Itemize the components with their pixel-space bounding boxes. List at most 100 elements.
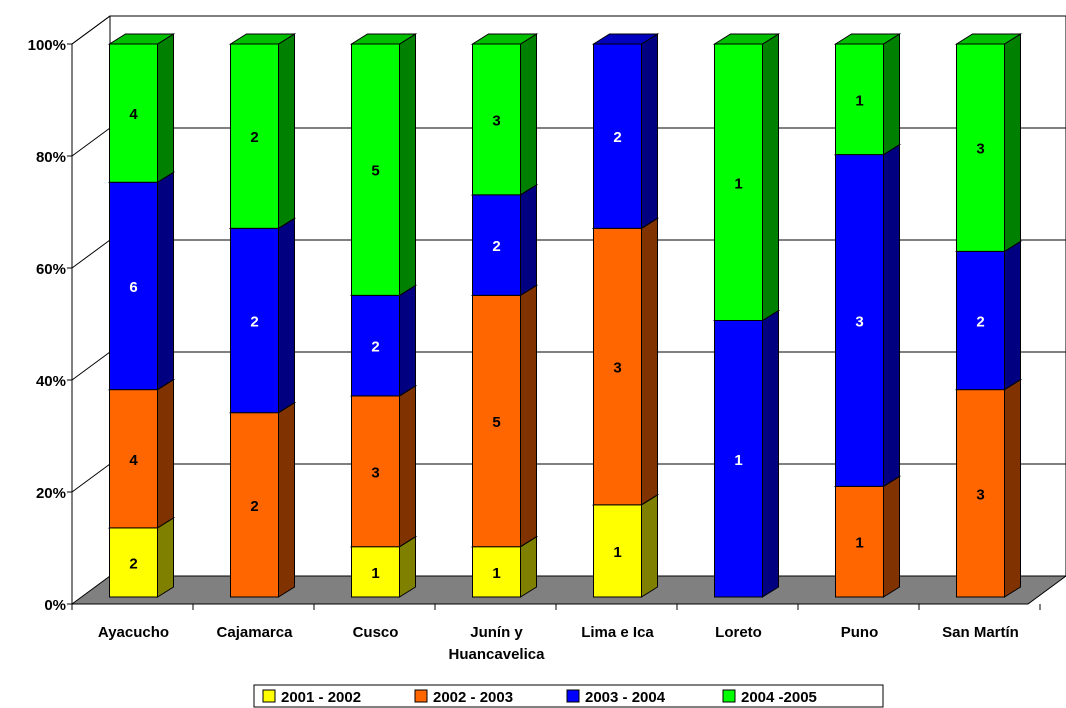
bar-side xyxy=(278,401,295,598)
data-label: 2 xyxy=(250,129,258,146)
bar-front xyxy=(109,181,158,391)
bar-side xyxy=(641,217,658,506)
data-label: 6 xyxy=(129,279,137,296)
bar-segment: 3 xyxy=(833,143,902,488)
bar-side xyxy=(157,171,174,391)
legend-swatch xyxy=(566,689,580,703)
bar-segment: 2 xyxy=(228,33,297,230)
bar-side xyxy=(762,309,779,598)
bar-segment: 1 xyxy=(591,493,660,598)
bar-segment: 3 xyxy=(470,33,539,196)
legend-swatch xyxy=(722,689,736,703)
data-label: 3 xyxy=(492,112,500,129)
bar-front xyxy=(351,43,400,296)
bar-side xyxy=(762,33,779,322)
bar-side xyxy=(883,475,900,598)
data-label: 1 xyxy=(734,452,742,469)
x-tick-label: Ayacucho xyxy=(98,624,169,641)
bar-side xyxy=(399,284,416,397)
bar-segment: 2 xyxy=(107,516,176,598)
data-label: 1 xyxy=(734,175,742,192)
bar-segment: 1 xyxy=(712,33,781,322)
bar-front xyxy=(109,389,158,529)
bar-front xyxy=(109,43,158,183)
data-label: 2 xyxy=(492,238,500,255)
data-label: 1 xyxy=(613,544,621,561)
data-label: 1 xyxy=(855,92,863,109)
bar-front xyxy=(956,389,1005,598)
bar-side xyxy=(641,493,658,598)
bar-segment: 6 xyxy=(107,171,176,391)
bar-segment: 2 xyxy=(228,217,297,414)
data-label: 3 xyxy=(613,360,621,377)
bar-front xyxy=(714,320,763,598)
data-label: 2 xyxy=(371,339,379,356)
bar-side xyxy=(520,33,537,196)
bar-segment: 3 xyxy=(954,33,1023,253)
bar-front xyxy=(351,395,400,548)
bar-side xyxy=(883,33,900,156)
bar-segment: 3 xyxy=(591,217,660,506)
legend-label: 2002 - 2003 xyxy=(433,689,513,706)
bar-side xyxy=(157,516,174,598)
x-axis: Ayacucho Cajamarca Cusco Junín y Huancavelic… xyxy=(71,603,1041,663)
x-tick-label: San Martín xyxy=(942,624,1019,641)
legend-label: 2004 -2005 xyxy=(741,689,817,706)
bar-stack: 1 3 1 xyxy=(833,33,902,598)
bar-front xyxy=(593,227,642,506)
x-tick-label: Lima e Ica xyxy=(581,624,654,641)
bar-side xyxy=(520,284,537,548)
bar-segment: 2 xyxy=(349,284,418,397)
bar-segment: 2 xyxy=(228,401,297,598)
gridline-diagonal xyxy=(71,463,111,493)
bar-segment: 2 xyxy=(954,240,1023,391)
bar-side xyxy=(157,33,174,184)
bar-front xyxy=(230,43,279,229)
y-tick-label: 0% xyxy=(44,597,66,614)
gridline-diagonal xyxy=(71,351,111,381)
bar-side xyxy=(883,143,900,488)
data-label: 2 xyxy=(613,129,621,146)
bar-front xyxy=(835,485,884,598)
bar-segment: 4 xyxy=(107,378,176,529)
bar-stack: 1 3 2 5 xyxy=(349,33,418,598)
bar-side xyxy=(641,33,658,230)
bar-segment: 5 xyxy=(470,284,539,548)
bar-front xyxy=(472,546,521,598)
bar-segment: 2 xyxy=(591,33,660,230)
floor xyxy=(70,575,1066,605)
data-label: 1 xyxy=(855,535,863,552)
bar-front xyxy=(230,412,279,598)
bar-side xyxy=(399,33,416,297)
bar-segment: 4 xyxy=(107,33,176,184)
plot-walls xyxy=(70,15,1066,605)
bar-front xyxy=(835,43,884,156)
data-label: 2 xyxy=(129,555,137,572)
y-tick-label: 60% xyxy=(36,261,66,278)
bar-stack: 2 4 6 4 xyxy=(107,33,176,598)
data-label: 4 xyxy=(129,106,138,123)
bar-segment: 3 xyxy=(954,378,1023,598)
legend: 2001 - 2002 2002 - 2003 2003 - 2004 2004 -2… xyxy=(253,684,884,708)
bar-side xyxy=(278,217,295,414)
bar-stack: 1 3 2 xyxy=(591,33,660,598)
legend-swatch xyxy=(414,689,428,703)
gridline-diagonal xyxy=(71,239,111,269)
bar-side xyxy=(278,33,295,230)
x-tick-label: Huancavelica xyxy=(449,646,546,663)
data-label: 1 xyxy=(492,565,500,582)
gridline-diagonal xyxy=(71,127,111,157)
data-label: 5 xyxy=(492,414,500,431)
data-label: 3 xyxy=(976,141,984,158)
bar-front xyxy=(956,43,1005,252)
bar-front xyxy=(351,546,400,598)
bar-segment: 5 xyxy=(349,33,418,297)
x-tick-label: Cusco xyxy=(353,624,399,641)
bar-front xyxy=(593,504,642,598)
data-label: 3 xyxy=(371,464,379,481)
bar-side xyxy=(520,183,537,297)
bar-front xyxy=(956,250,1005,391)
